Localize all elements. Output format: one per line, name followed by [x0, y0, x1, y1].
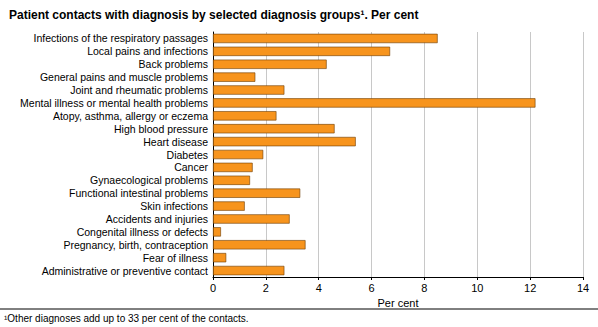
svg-text:Per cent: Per cent [378, 297, 419, 309]
svg-text:Fear of illness: Fear of illness [143, 252, 208, 264]
svg-text:¹Other diagnoses add up to 33: ¹Other diagnoses add up to 33 per cent o… [4, 313, 249, 324]
svg-text:High blood pressure: High blood pressure [114, 123, 208, 135]
svg-text:Skin infections: Skin infections [140, 200, 208, 212]
svg-text:Heart disease: Heart disease [143, 136, 208, 148]
svg-text:Joint and rheumatic problems: Joint and rheumatic problems [70, 84, 208, 96]
svg-text:12: 12 [524, 282, 536, 294]
svg-text:0: 0 [210, 282, 216, 294]
svg-text:Gynaecological problems: Gynaecological problems [90, 174, 208, 186]
svg-text:10: 10 [471, 282, 483, 294]
svg-text:Functional intestinal problems: Functional intestinal problems [69, 187, 208, 199]
svg-text:Cancer: Cancer [174, 161, 208, 173]
svg-text:Congenital illness or defects: Congenital illness or defects [77, 226, 208, 238]
svg-text:6: 6 [369, 282, 375, 294]
svg-text:Pregnancy, birth, contraceptio: Pregnancy, birth, contraception [63, 239, 208, 251]
svg-text:Local pains and infections: Local pains and infections [87, 45, 208, 57]
svg-text:4: 4 [316, 282, 322, 294]
svg-text:Back problems: Back problems [139, 58, 208, 70]
svg-text:Mental illness or mental healt: Mental illness or mental health problems [20, 97, 208, 109]
svg-text:Administrative or preventive c: Administrative or preventive contact [42, 265, 208, 277]
svg-text:Infections of the respiratory: Infections of the respiratory passages [33, 32, 208, 44]
svg-text:14: 14 [577, 282, 589, 294]
svg-text:Atopy, asthma, allergy or ecze: Atopy, asthma, allergy or eczema [53, 110, 208, 122]
svg-text:Diabetes: Diabetes [167, 149, 208, 161]
svg-text:2: 2 [263, 282, 269, 294]
svg-text:Patient contacts with diagnosi: Patient contacts with diagnosis by selec… [9, 8, 418, 22]
svg-text:8: 8 [421, 282, 427, 294]
svg-text:Accidents and injuries: Accidents and injuries [106, 213, 208, 225]
svg-text:General pains and muscle probl: General pains and muscle problems [40, 71, 208, 83]
